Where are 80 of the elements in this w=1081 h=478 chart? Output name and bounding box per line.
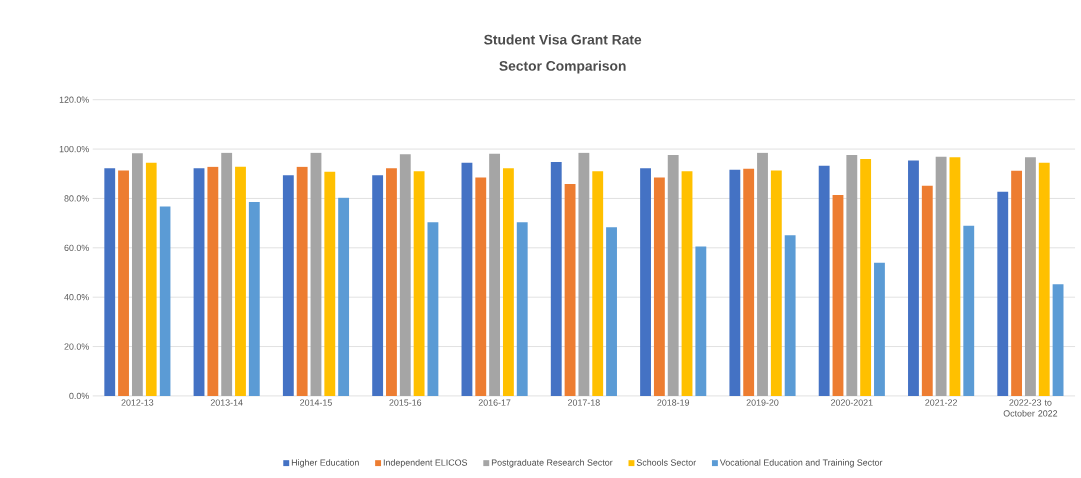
bar xyxy=(935,156,947,396)
y-tick-label: 40.0% xyxy=(64,294,89,301)
legend-label: Postgraduate Research Sector xyxy=(491,459,613,468)
bar xyxy=(653,177,665,396)
x-tick-label: 2016-17 xyxy=(478,399,511,406)
x-tick-label: 2015-16 xyxy=(389,399,422,406)
x-tick-label: 2014-15 xyxy=(300,399,332,406)
bar xyxy=(461,162,473,396)
legend-label: Independent ELICOS xyxy=(383,459,468,468)
bar xyxy=(1024,157,1036,396)
bar xyxy=(118,170,129,396)
legend-label: Schools Sector xyxy=(636,459,696,466)
bar xyxy=(248,201,260,396)
bar xyxy=(282,175,294,396)
bar xyxy=(145,162,157,396)
bar xyxy=(667,155,679,396)
bar xyxy=(997,191,1009,396)
legend-label: Vocational Education and Training Sector xyxy=(719,459,883,468)
bar xyxy=(770,170,782,396)
bar xyxy=(159,206,171,396)
bar xyxy=(640,168,651,396)
bar xyxy=(1052,284,1064,396)
bar xyxy=(681,171,693,396)
bar xyxy=(324,171,336,396)
x-tick-label: 2013-14 xyxy=(210,399,243,406)
x-tick-label: 2020-2021 xyxy=(831,399,873,406)
bar xyxy=(606,227,617,396)
x-tick-label: 2017-18 xyxy=(568,399,600,406)
bar xyxy=(846,155,858,396)
chart-subtitle: Sector Comparison xyxy=(499,60,626,74)
chart-title: Student Visa Grant Rate xyxy=(484,34,642,45)
bar xyxy=(310,152,322,396)
bar xyxy=(131,153,143,396)
x-tick-label: 2012-13 xyxy=(121,399,154,406)
bar xyxy=(235,166,246,396)
bar xyxy=(963,225,975,396)
x-tick-label: 2022-23 to October 2022 xyxy=(1003,399,1058,417)
y-tick-label: 0.0% xyxy=(69,392,89,400)
bar xyxy=(399,154,411,396)
bar xyxy=(921,185,933,396)
bar xyxy=(578,152,590,396)
bar xyxy=(427,222,439,396)
x-tick-label: 2019-20 xyxy=(746,399,779,406)
bar xyxy=(784,235,796,396)
y-tick-label: 60.0% xyxy=(64,244,89,252)
bar xyxy=(1038,162,1050,396)
bar xyxy=(695,246,707,396)
bar xyxy=(338,197,350,396)
bar xyxy=(832,195,844,396)
bar xyxy=(818,165,830,396)
x-tick-label: 2018-19 xyxy=(657,399,690,406)
bar xyxy=(221,152,233,396)
bar xyxy=(475,177,487,396)
bar xyxy=(949,157,961,396)
bar xyxy=(386,168,397,396)
bar xyxy=(860,159,872,396)
bar xyxy=(564,183,576,396)
bar xyxy=(413,171,425,396)
bar xyxy=(874,262,885,396)
bar xyxy=(550,161,562,396)
bar xyxy=(516,222,528,396)
bar xyxy=(908,160,919,396)
bar xyxy=(502,168,514,396)
bar xyxy=(729,169,741,396)
bar xyxy=(372,175,384,396)
bar xyxy=(104,168,116,396)
bar xyxy=(193,168,205,396)
y-tick-label: 80.0% xyxy=(64,195,89,202)
bar xyxy=(757,152,768,396)
bar xyxy=(1011,170,1023,396)
y-tick-label: 20.0% xyxy=(64,343,89,350)
legend-label: Higher Education xyxy=(291,459,359,468)
bar xyxy=(743,168,755,396)
y-tick-label: 100.0% xyxy=(59,146,89,153)
bar xyxy=(296,166,308,396)
x-tick-label: 2021-22 xyxy=(925,399,957,406)
y-tick-label: 120.0% xyxy=(59,96,89,103)
bar xyxy=(592,171,604,396)
bar xyxy=(207,166,219,396)
bar xyxy=(489,153,501,396)
